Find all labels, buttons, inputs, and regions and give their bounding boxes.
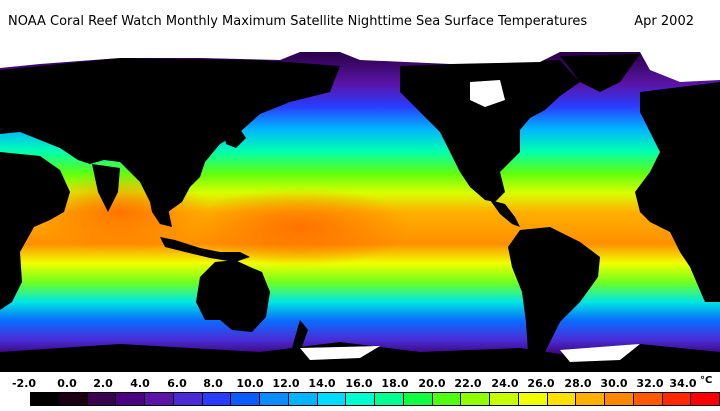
antarctic-ice-west bbox=[300, 346, 380, 360]
map-title: NOAA Coral Reef Watch Monthly Maximum Sa… bbox=[8, 14, 588, 29]
colorbar-swatch bbox=[403, 393, 433, 405]
colorbar-tick-label: 20.0 bbox=[418, 377, 446, 390]
colorbar-tick-labels: -2.0 0.0 2.0 4.0 6.0 8.0 10.0 12.0 14.0 … bbox=[0, 377, 720, 391]
colorbar-tick-label: 12.0 bbox=[272, 377, 300, 390]
colorbar-swatch bbox=[633, 393, 663, 405]
colorbar-swatch bbox=[691, 393, 720, 405]
southeast-asia-landmass bbox=[150, 202, 172, 227]
europe-africa-east-landmass bbox=[635, 82, 720, 302]
colorbar-tick-label: 24.0 bbox=[491, 377, 519, 390]
colorbar-swatch bbox=[375, 393, 404, 405]
map-date: Apr 2002 bbox=[634, 14, 694, 29]
africa-landmass bbox=[0, 152, 70, 310]
colorbar-tick-label: 0.0 bbox=[57, 377, 77, 390]
hudson-bay-ice bbox=[470, 80, 505, 107]
colorbar-unit: °C bbox=[700, 375, 713, 386]
colorbar-swatch bbox=[87, 393, 117, 405]
colorbar-swatch bbox=[576, 393, 605, 405]
colorbar-tick-label: 4.0 bbox=[130, 377, 150, 390]
land-masses bbox=[0, 54, 720, 372]
colorbar-tick-label: 10.0 bbox=[236, 377, 264, 390]
colorbar-swatch bbox=[173, 393, 203, 405]
colorbar-tick-label: 18.0 bbox=[381, 377, 409, 390]
colorbar-swatch bbox=[605, 393, 634, 405]
indonesia-islands bbox=[160, 237, 250, 262]
colorbar-swatch bbox=[116, 393, 145, 405]
colorbar-tick-label: 32.0 bbox=[636, 377, 664, 390]
colorbar-swatch bbox=[260, 393, 289, 405]
colorbar-swatch bbox=[145, 393, 174, 405]
colorbar-tick-label: -2.0 bbox=[11, 377, 37, 390]
arctic-ice-central bbox=[340, 52, 560, 64]
colorbar-tick-label: 8.0 bbox=[203, 377, 223, 390]
colorbar-tick-label: 16.0 bbox=[345, 377, 373, 390]
map-title-bar: NOAA Coral Reef Watch Monthly Maximum Sa… bbox=[0, 14, 720, 32]
colorbar-swatch bbox=[346, 393, 375, 405]
colorbar-swatch bbox=[518, 393, 548, 405]
colorbar-swatch bbox=[461, 393, 490, 405]
colorbar-swatch bbox=[30, 393, 59, 405]
greenland-landmass bbox=[560, 54, 640, 92]
australia-landmass bbox=[196, 260, 270, 332]
colorbar-tick-label: 26.0 bbox=[527, 377, 555, 390]
japan-islands bbox=[224, 126, 246, 148]
colorbar-tick-label: 2.0 bbox=[93, 377, 113, 390]
antarctic-ice-east bbox=[560, 344, 640, 362]
india-landmass bbox=[92, 164, 120, 212]
western-pacific-warm-pool bbox=[190, 187, 410, 267]
colorbar-swatch bbox=[288, 393, 318, 405]
colorbar-tick-label: 6.0 bbox=[167, 377, 187, 390]
colorbar-tick-label: 14.0 bbox=[308, 377, 336, 390]
colorbar-tick-label: 34.0 bbox=[669, 377, 697, 390]
colorbar-swatch bbox=[317, 393, 347, 405]
colorbar-swatch bbox=[662, 393, 692, 405]
colorbar-swatch bbox=[432, 393, 462, 405]
arctic-ice-east bbox=[640, 52, 720, 82]
colorbar bbox=[30, 392, 720, 406]
colorbar-tick-label: 30.0 bbox=[600, 377, 628, 390]
new-zealand-landmass bbox=[292, 320, 308, 352]
colorbar-swatch bbox=[547, 393, 577, 405]
arctic-ice-west bbox=[0, 52, 300, 68]
colorbar-swatch bbox=[202, 393, 232, 405]
south-america-landmass bbox=[508, 227, 600, 372]
colorbar-tick-label: 22.0 bbox=[454, 377, 482, 390]
colorbar-swatch bbox=[58, 393, 88, 405]
sea-ice bbox=[0, 52, 720, 362]
colorbar-swatch bbox=[490, 393, 519, 405]
colorbar-tick-label: 28.0 bbox=[564, 377, 592, 390]
central-america-landmass bbox=[490, 200, 520, 227]
eurasia-landmass bbox=[0, 58, 340, 212]
sst-map bbox=[0, 52, 720, 372]
colorbar-swatch bbox=[231, 393, 260, 405]
north-america-landmass bbox=[400, 60, 580, 202]
